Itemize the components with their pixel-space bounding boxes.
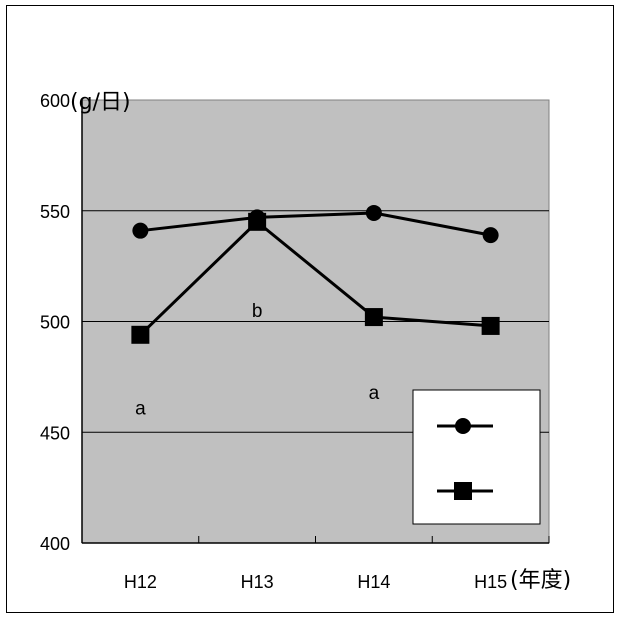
x-tick-H15: H15: [474, 572, 507, 592]
annotation-1: a: [135, 399, 146, 420]
legend-marker-2: [454, 482, 472, 500]
x-tick-labels: H12 H13 H14 H15: [124, 572, 507, 592]
legend: [412, 389, 541, 525]
series-2-point-H15: [481, 316, 500, 335]
series-1-line: [140, 211, 491, 237]
series-1-point-H15: [482, 227, 499, 244]
annotation-3: a: [369, 383, 380, 404]
x-tick-H14: H14: [357, 572, 390, 592]
series-2-point-H14: [364, 308, 383, 327]
x-tick-H12: H12: [124, 572, 157, 592]
x-unit-label: (年度): [510, 568, 571, 593]
series-2-point-H12: [131, 325, 150, 344]
legend-box: [412, 389, 541, 525]
axes: [81, 100, 550, 544]
y-tick-450: 450: [40, 423, 70, 443]
series-layer: [131, 204, 500, 344]
series-1-point-H12: [132, 222, 149, 239]
y-tick-400: 400: [40, 534, 70, 554]
series-2-point-H13: [248, 212, 267, 231]
annotation-2: b: [252, 301, 263, 322]
x-tick-H13: H13: [241, 572, 274, 592]
y-tick-600: 600: [40, 91, 70, 111]
series-1-point-H14: [365, 204, 382, 221]
series-2-line: [139, 219, 491, 336]
y-tick-500: 500: [40, 313, 70, 333]
y-tick-550: 550: [40, 202, 70, 222]
legend-marker-1: [455, 418, 471, 434]
y-unit-label: (g/日): [70, 90, 131, 115]
y-tick-labels: 400 450 500 550 600: [40, 91, 70, 554]
